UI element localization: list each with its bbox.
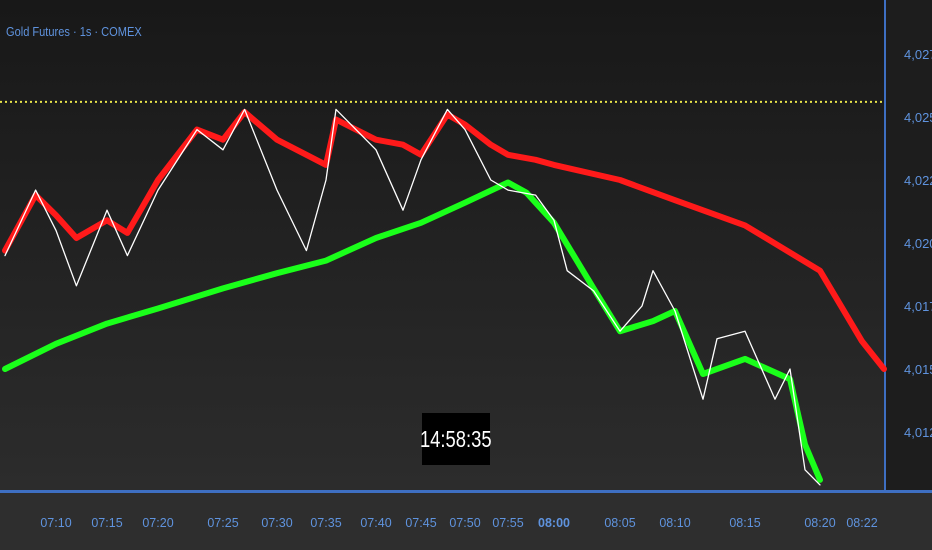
x-tick-label: 07:25: [207, 516, 238, 530]
y-tick-label: 4,025.0: [904, 110, 932, 125]
y-tick-label: 4,015.0: [904, 362, 932, 377]
x-tick-label: 08:20: [804, 516, 835, 530]
x-tick-label: 07:35: [310, 516, 341, 530]
y-tick-label: 4,017.5: [904, 299, 932, 314]
x-tick-label: 08:00: [538, 516, 570, 530]
x-tick-label: 07:45: [405, 516, 436, 530]
upper-line-series: [2, 109, 887, 372]
x-tick-label: 07:20: [142, 516, 173, 530]
clock-value: 14:58:35: [420, 425, 492, 452]
x-tick-label: 07:40: [360, 516, 391, 530]
y-tick-label: 4,012.5: [904, 425, 932, 440]
y-tick-label: 4,027.5: [904, 47, 932, 62]
x-tick-label: 07:30: [261, 516, 292, 530]
x-tick-label: 07:55: [492, 516, 523, 530]
x-tick-label: 08:15: [729, 516, 760, 530]
x-tick-label: 08:05: [604, 516, 635, 530]
lower-line-series: [2, 179, 823, 483]
x-tick-label: 07:50: [449, 516, 480, 530]
x-tick-label: 07:15: [91, 516, 122, 530]
chart-title: Gold Futures · 1s · COMEX: [6, 24, 142, 39]
time-axis[interactable]: [0, 490, 932, 550]
y-tick-label: 4,020.0: [904, 236, 932, 251]
price-series: [4, 108, 821, 486]
x-tick-label: 08:10: [659, 516, 690, 530]
clock-display: 14:58:35: [420, 413, 492, 465]
price-axis[interactable]: [884, 0, 932, 490]
x-tick-label: 08:22: [846, 516, 877, 530]
y-tick-label: 4,022.5: [904, 173, 932, 188]
plot-area[interactable]: [0, 0, 884, 490]
x-tick-label: 07:10: [40, 516, 71, 530]
